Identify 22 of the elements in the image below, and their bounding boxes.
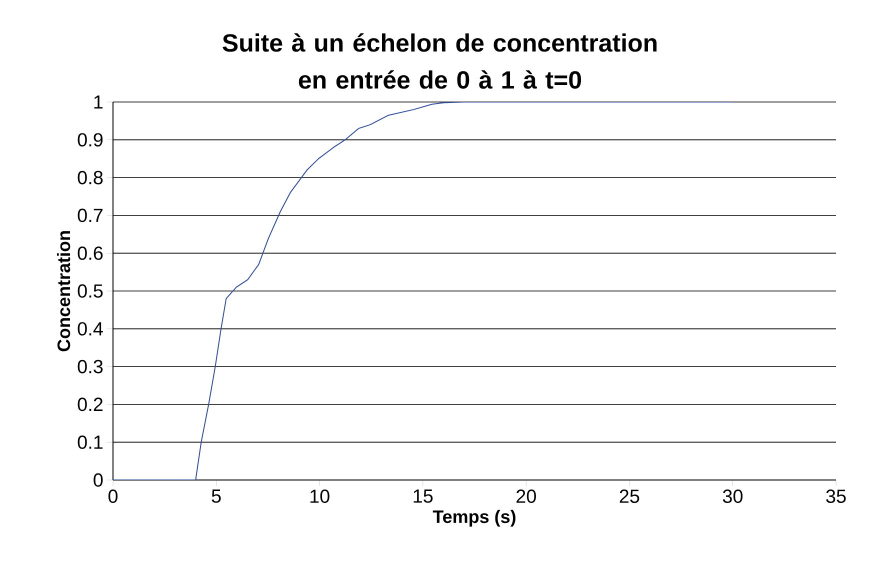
- y-tick-label: 0.1: [78, 435, 103, 449]
- y-tick-label: 0.2: [78, 398, 103, 412]
- y-tick-label: 0.5: [78, 284, 103, 298]
- x-tick-label: 35: [826, 490, 846, 503]
- y-tick-label: 0.4: [78, 322, 103, 336]
- y-tick-label: 0: [94, 473, 103, 487]
- y-tick-label: 0.3: [78, 360, 103, 374]
- x-axis-title: Temps (s): [432, 510, 516, 527]
- x-tick-label: 25: [620, 490, 640, 503]
- x-tick-label: 0: [108, 490, 118, 503]
- x-tick-label: 30: [722, 490, 743, 503]
- x-tick-label: 20: [516, 490, 536, 503]
- x-tick-label: 10: [310, 490, 330, 503]
- y-tick-label: 0.6: [78, 246, 103, 260]
- y-tick-label: 0.9: [78, 133, 103, 147]
- chart-title: Suite à un échelon de concentration en entrée de 0 à 1 à t=0: [222, 33, 657, 89]
- y-tick-label: 0.7: [78, 208, 103, 222]
- y-tick-label: 1: [94, 95, 103, 109]
- y-axis-title: Concentration: [56, 231, 70, 352]
- y-tick-label: 0.8: [78, 170, 103, 184]
- x-tick-label: 15: [414, 490, 433, 503]
- x-tick-label: 5: [212, 490, 221, 503]
